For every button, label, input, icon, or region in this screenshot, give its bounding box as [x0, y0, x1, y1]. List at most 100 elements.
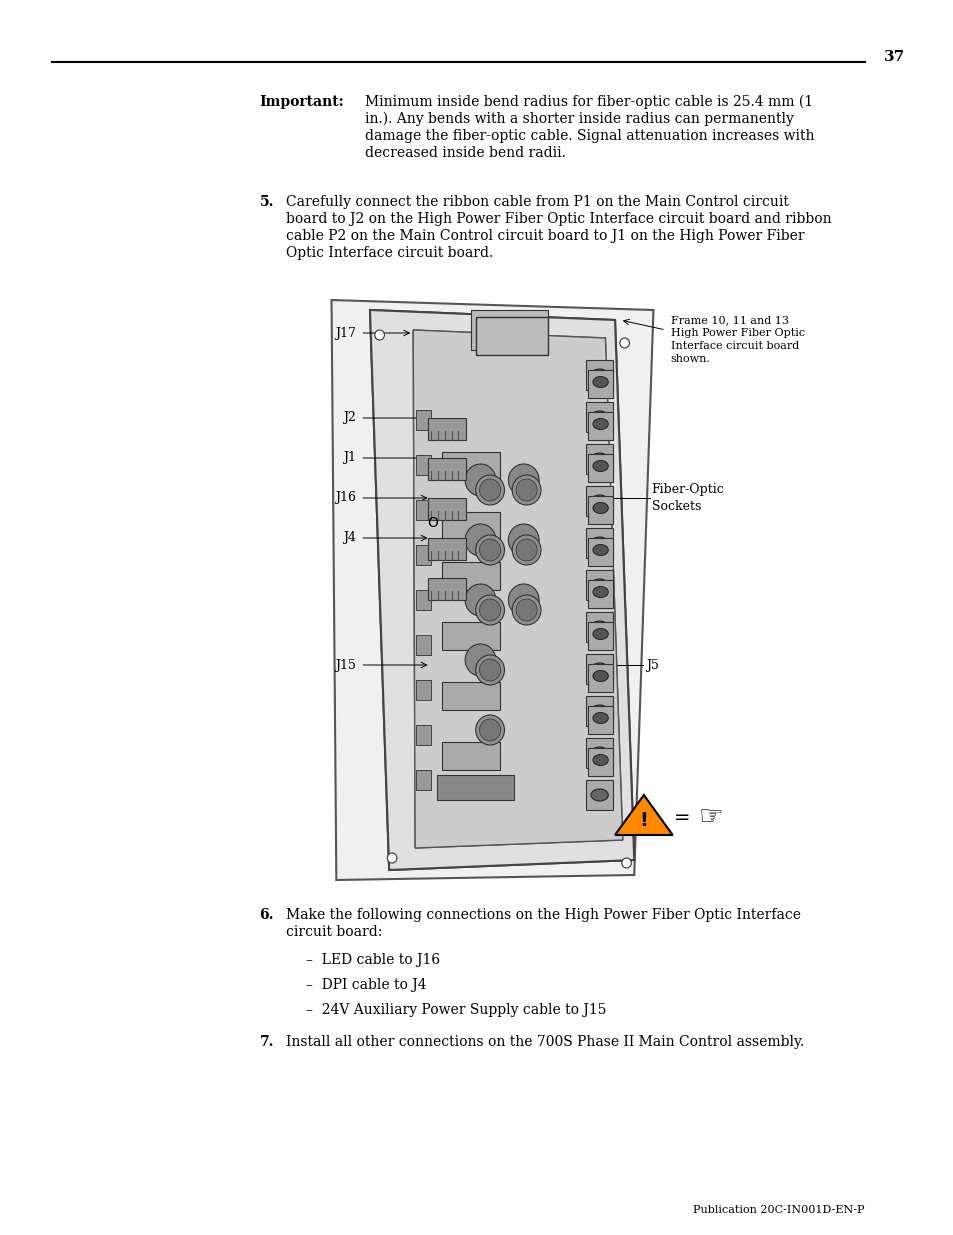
Ellipse shape: [590, 369, 608, 382]
FancyBboxPatch shape: [587, 706, 613, 734]
Text: –  DPI cable to J4: – DPI cable to J4: [305, 978, 426, 992]
Ellipse shape: [590, 747, 608, 760]
Polygon shape: [370, 310, 634, 869]
Text: Frame 10, 11 and 13: Frame 10, 11 and 13: [670, 315, 788, 325]
FancyBboxPatch shape: [441, 452, 499, 480]
FancyBboxPatch shape: [441, 513, 499, 540]
FancyBboxPatch shape: [585, 359, 613, 390]
FancyBboxPatch shape: [587, 622, 613, 650]
Circle shape: [508, 584, 538, 616]
Ellipse shape: [590, 411, 608, 424]
FancyBboxPatch shape: [416, 725, 430, 745]
Text: J1: J1: [342, 452, 355, 464]
FancyBboxPatch shape: [427, 498, 466, 520]
Polygon shape: [370, 310, 634, 869]
Text: J17: J17: [335, 326, 355, 340]
Ellipse shape: [512, 475, 540, 505]
FancyBboxPatch shape: [587, 580, 613, 608]
FancyBboxPatch shape: [587, 748, 613, 776]
Text: J15: J15: [335, 658, 355, 672]
Ellipse shape: [593, 629, 608, 640]
FancyBboxPatch shape: [587, 454, 613, 482]
Ellipse shape: [593, 671, 608, 682]
FancyBboxPatch shape: [587, 370, 613, 398]
Circle shape: [619, 338, 629, 348]
Text: circuit board:: circuit board:: [286, 925, 382, 939]
Text: High Power Fiber Optic: High Power Fiber Optic: [670, 329, 804, 338]
FancyBboxPatch shape: [436, 776, 514, 800]
Text: Optic Interface circuit board.: Optic Interface circuit board.: [286, 246, 493, 261]
Ellipse shape: [479, 479, 500, 501]
Ellipse shape: [516, 599, 537, 621]
Ellipse shape: [512, 595, 540, 625]
FancyBboxPatch shape: [416, 590, 430, 610]
Text: 7.: 7.: [259, 1035, 274, 1049]
Ellipse shape: [476, 715, 504, 745]
Ellipse shape: [479, 719, 500, 741]
Text: J2: J2: [342, 411, 355, 425]
FancyBboxPatch shape: [585, 613, 613, 642]
Text: shown.: shown.: [670, 354, 710, 364]
Ellipse shape: [593, 377, 608, 388]
Ellipse shape: [516, 538, 537, 561]
FancyBboxPatch shape: [427, 458, 466, 480]
FancyBboxPatch shape: [585, 487, 613, 516]
FancyBboxPatch shape: [476, 317, 547, 354]
FancyBboxPatch shape: [416, 545, 430, 564]
Circle shape: [387, 853, 396, 863]
Text: Carefully connect the ribbon cable from P1 on the Main Control circuit: Carefully connect the ribbon cable from …: [286, 195, 788, 209]
Ellipse shape: [479, 599, 500, 621]
Text: –  LED cable to J16: – LED cable to J16: [305, 953, 439, 967]
Ellipse shape: [593, 419, 608, 430]
FancyBboxPatch shape: [416, 454, 430, 475]
Text: damage the fiber-optic cable. Signal attenuation increases with: damage the fiber-optic cable. Signal att…: [365, 128, 814, 143]
Ellipse shape: [590, 453, 608, 466]
FancyBboxPatch shape: [587, 412, 613, 440]
Ellipse shape: [590, 705, 608, 718]
Text: Publication 20C-IN001D-EN-P: Publication 20C-IN001D-EN-P: [693, 1205, 864, 1215]
FancyBboxPatch shape: [427, 578, 466, 600]
Text: decreased inside bend radii.: decreased inside bend radii.: [365, 146, 565, 161]
FancyBboxPatch shape: [416, 769, 430, 790]
Circle shape: [465, 464, 496, 496]
Ellipse shape: [593, 713, 608, 724]
Circle shape: [375, 330, 384, 340]
FancyBboxPatch shape: [585, 571, 613, 600]
Ellipse shape: [590, 495, 608, 508]
Ellipse shape: [479, 538, 500, 561]
Text: board to J2 on the High Power Fiber Optic Interface circuit board and ribbon: board to J2 on the High Power Fiber Opti…: [286, 212, 831, 226]
Text: J4: J4: [342, 531, 355, 545]
Circle shape: [508, 524, 538, 556]
FancyBboxPatch shape: [416, 500, 430, 520]
Ellipse shape: [590, 663, 608, 676]
Text: Minimum inside bend radius for fiber-optic cable is 25.4 mm (1: Minimum inside bend radius for fiber-opt…: [365, 95, 813, 110]
Text: 5.: 5.: [259, 195, 274, 209]
Text: ☞: ☞: [698, 803, 722, 831]
Text: Interface circuit board: Interface circuit board: [670, 341, 799, 351]
Text: Fiber-Optic: Fiber-Optic: [651, 483, 723, 496]
Circle shape: [465, 584, 496, 616]
FancyBboxPatch shape: [585, 403, 613, 432]
Ellipse shape: [476, 535, 504, 564]
Ellipse shape: [593, 755, 608, 766]
FancyBboxPatch shape: [585, 739, 613, 768]
Circle shape: [508, 464, 538, 496]
FancyBboxPatch shape: [441, 742, 499, 769]
FancyBboxPatch shape: [587, 538, 613, 566]
FancyBboxPatch shape: [585, 781, 613, 810]
Polygon shape: [413, 330, 622, 848]
FancyBboxPatch shape: [416, 680, 430, 700]
Text: Sockets: Sockets: [651, 500, 700, 514]
Text: !: !: [639, 810, 648, 830]
Polygon shape: [413, 330, 622, 848]
Ellipse shape: [476, 655, 504, 685]
Ellipse shape: [476, 475, 504, 505]
FancyBboxPatch shape: [587, 664, 613, 692]
Text: Install all other connections on the 700S Phase II Main Control assembly.: Install all other connections on the 700…: [286, 1035, 803, 1049]
FancyBboxPatch shape: [416, 635, 430, 655]
Text: cable P2 on the Main Control circuit board to J1 on the High Power Fiber: cable P2 on the Main Control circuit boa…: [286, 228, 804, 243]
Ellipse shape: [479, 659, 500, 680]
Text: Make the following connections on the High Power Fiber Optic Interface: Make the following connections on the Hi…: [286, 908, 801, 923]
Ellipse shape: [590, 789, 608, 802]
Ellipse shape: [593, 461, 608, 472]
